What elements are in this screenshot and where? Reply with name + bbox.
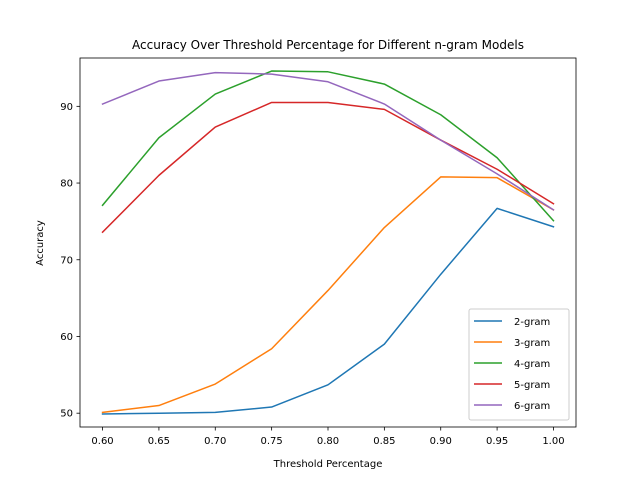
series-line-4-gram	[101, 70, 555, 222]
y-tick-label: 90	[60, 102, 73, 113]
y-tick-label: 80	[60, 179, 73, 190]
x-axis: 0.60 0.65 0.70 0.75 0.80 0.85 0.90 0.95 1.00	[91, 427, 565, 447]
series-line-3-gram	[101, 176, 555, 414]
chart-title: Accuracy Over Threshold Percentage for D…	[132, 38, 524, 52]
y-axis-label: Accuracy	[35, 220, 46, 266]
legend-label-4-gram: 4-gram	[514, 359, 550, 370]
series-line-6-gram	[101, 71, 555, 211]
x-tick-label: 0.70	[204, 436, 226, 447]
x-tick-label: 1.00	[542, 436, 564, 447]
y-tick-label: 50	[60, 409, 73, 420]
x-tick-label: 0.90	[430, 436, 452, 447]
x-tick-label: 0.95	[486, 436, 508, 447]
y-axis: 50 60 70 80 90	[60, 102, 80, 420]
x-tick-label: 0.60	[91, 436, 113, 447]
legend-box	[468, 308, 570, 421]
x-axis-label: Threshold Percentage	[273, 459, 383, 470]
legend-label-3-gram: 3-gram	[514, 338, 550, 349]
legend-label-6-gram: 6-gram	[514, 401, 550, 412]
y-tick-label: 60	[60, 332, 73, 343]
x-tick-label: 0.75	[261, 436, 283, 447]
series-line-2-gram	[101, 207, 555, 415]
x-tick-label: 0.85	[373, 436, 395, 447]
y-tick-label: 70	[60, 255, 73, 266]
x-tick-label: 0.65	[148, 436, 170, 447]
plot-area	[79, 57, 577, 428]
x-tick-label: 0.80	[317, 436, 339, 447]
legend-label-5-gram: 5-gram	[514, 380, 550, 391]
legend-label-2-gram: 2-gram	[514, 317, 550, 328]
series-line-5-gram	[101, 101, 555, 234]
legend: 2-gram 3-gram 4-gram 5-gram 6-gram	[468, 308, 570, 421]
